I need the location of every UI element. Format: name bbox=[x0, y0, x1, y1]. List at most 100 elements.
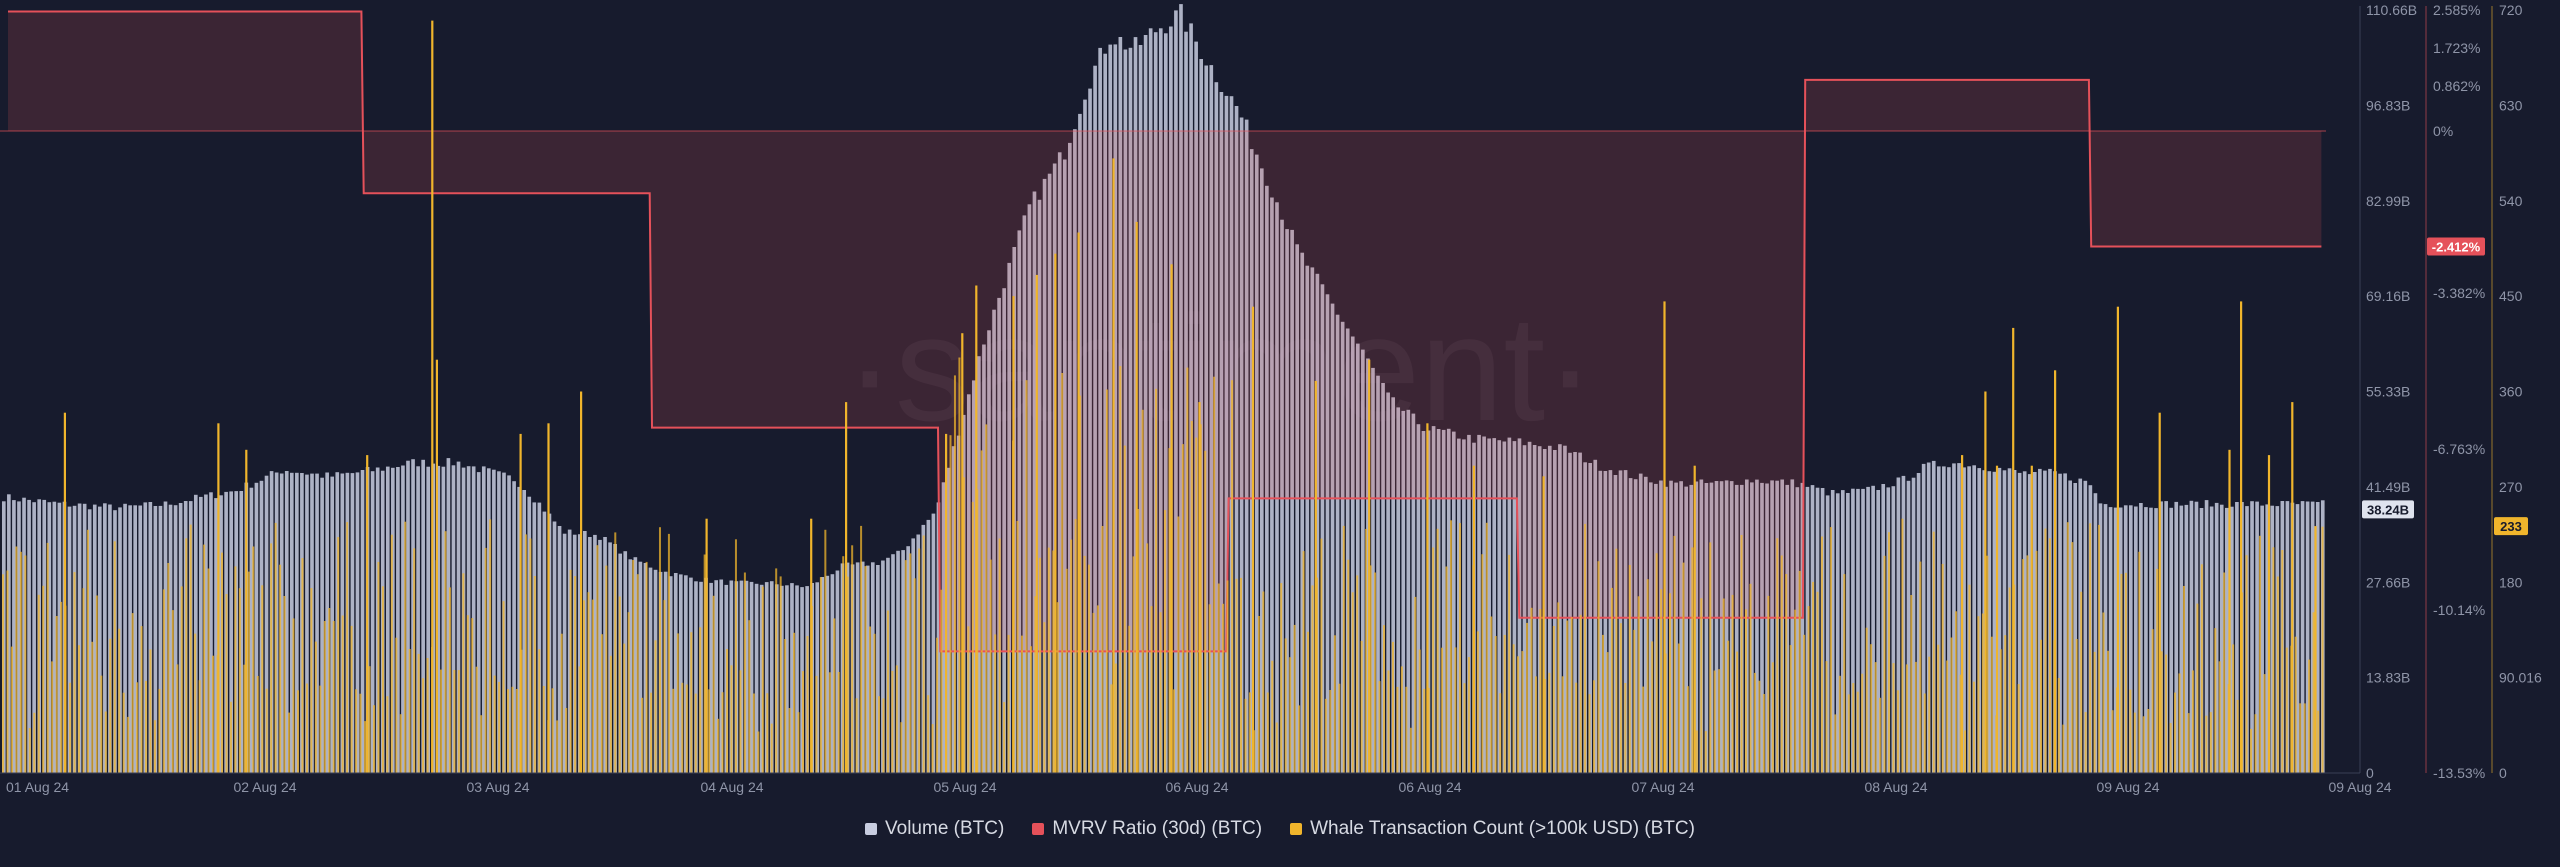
whale-spike bbox=[1368, 359, 1371, 773]
whale-tick-label: 540 bbox=[2499, 193, 2523, 209]
volume-tick-label: 41.49B bbox=[2366, 479, 2410, 495]
whale-spike bbox=[217, 423, 220, 773]
whale-bar bbox=[922, 535, 925, 773]
whale-bar bbox=[145, 680, 148, 773]
volume-bar bbox=[2255, 501, 2259, 773]
volume-bar bbox=[633, 557, 638, 773]
whale-bar bbox=[685, 684, 688, 773]
whale-bar bbox=[2200, 564, 2203, 773]
volume-bar bbox=[1851, 488, 1855, 773]
volume-bar bbox=[1553, 450, 1557, 773]
whale-bar bbox=[1628, 565, 1631, 773]
whale-bar bbox=[1870, 644, 1873, 773]
whale-bar bbox=[1432, 547, 1435, 773]
whale-bar bbox=[2299, 703, 2302, 773]
legend-item-whale[interactable]: Whale Transaction Count (>100k USD) (BTC… bbox=[1290, 818, 1695, 840]
volume-bar bbox=[1350, 336, 1355, 773]
whale-bar bbox=[1244, 698, 1247, 773]
volume-bar bbox=[1638, 473, 1643, 773]
volume-bar bbox=[668, 576, 673, 773]
whale-bar bbox=[1762, 694, 1765, 773]
volume-bar bbox=[1376, 375, 1380, 773]
whale-bar bbox=[2258, 535, 2261, 773]
whale-bar bbox=[296, 690, 299, 773]
volume-bar bbox=[2184, 504, 2189, 773]
whale-bar bbox=[1633, 629, 1636, 773]
volume-bar bbox=[1340, 321, 1345, 773]
whale-spike bbox=[1198, 402, 1201, 773]
whale-spike bbox=[580, 391, 583, 773]
volume-bar bbox=[1199, 59, 1204, 773]
whale-bar bbox=[1079, 395, 1082, 773]
volume-bar bbox=[82, 503, 87, 773]
volume-bar bbox=[2300, 501, 2305, 773]
whale-bar bbox=[1615, 548, 1618, 773]
whale-bar bbox=[10, 646, 13, 773]
whale-tick-label: 180 bbox=[2499, 574, 2523, 590]
whale-bar bbox=[1248, 692, 1251, 773]
volume-bar bbox=[92, 504, 97, 773]
whale-bar bbox=[569, 569, 572, 773]
whale-bar bbox=[1338, 683, 1341, 773]
volume-bar bbox=[1926, 462, 1931, 773]
volume-bar bbox=[1148, 28, 1153, 774]
whale-bar bbox=[337, 537, 340, 773]
whale-bar bbox=[426, 658, 429, 773]
whale-bar bbox=[1937, 644, 1940, 773]
volume-bar bbox=[264, 475, 269, 773]
whale-bar bbox=[1588, 694, 1591, 773]
volume-bar bbox=[1684, 486, 1689, 773]
volume-bar bbox=[1042, 178, 1047, 773]
whale-bar bbox=[279, 564, 282, 773]
volume-bar bbox=[1896, 477, 1901, 773]
volume-bar bbox=[906, 546, 910, 773]
whale-bar bbox=[953, 375, 956, 773]
whale-axis: 720 630 540 450 360 270 180 90.016 0 233 bbox=[2491, 2, 2542, 781]
volume-bar bbox=[487, 468, 491, 773]
whale-bar bbox=[1812, 581, 1815, 773]
whale-bar bbox=[261, 585, 264, 773]
whale-bar bbox=[882, 698, 885, 773]
whale-bar bbox=[1458, 523, 1461, 773]
whale-bar bbox=[650, 692, 653, 773]
whale-spike bbox=[1426, 423, 1429, 773]
legend-item-mvrv[interactable]: MVRV Ratio (30d) (BTC) bbox=[1032, 818, 1262, 840]
whale-bar bbox=[918, 548, 921, 773]
whale-bar bbox=[511, 686, 514, 773]
whale-bar bbox=[136, 682, 139, 773]
volume-bar bbox=[1891, 486, 1896, 773]
volume-bar bbox=[1952, 463, 1956, 773]
whale-bar bbox=[1396, 686, 1399, 773]
whale-bar bbox=[417, 653, 420, 773]
volume-bar bbox=[2063, 473, 2067, 773]
whale-bar bbox=[153, 720, 156, 773]
whale-bar bbox=[645, 561, 648, 773]
whale-bar bbox=[1637, 596, 1640, 773]
volume-bar bbox=[1608, 470, 1613, 773]
volume-bar bbox=[987, 330, 991, 773]
whale-bar bbox=[1141, 409, 1144, 773]
whale-bar bbox=[2004, 635, 2007, 773]
whale-tick-label: 720 bbox=[2499, 2, 2523, 18]
whale-bar bbox=[2312, 612, 2315, 773]
whale-bar bbox=[632, 560, 635, 773]
volume-bar bbox=[2038, 468, 2042, 773]
whale-bar bbox=[2129, 689, 2132, 773]
volume-bar bbox=[537, 502, 542, 773]
volume-bar bbox=[542, 511, 547, 773]
whale-bar bbox=[140, 626, 143, 773]
volume-bar bbox=[436, 465, 441, 773]
volume-bar bbox=[1174, 10, 1178, 773]
x-tick-label: 03 Aug 24 bbox=[466, 779, 529, 795]
volume-bar bbox=[492, 469, 496, 773]
whale-bar bbox=[350, 625, 353, 773]
volume-bar bbox=[360, 470, 365, 773]
mvrv-tick-label: -6.763% bbox=[2433, 441, 2485, 457]
whale-bar bbox=[1065, 568, 1068, 773]
whale-bar bbox=[806, 636, 809, 773]
whale-bar bbox=[480, 715, 483, 773]
whale-bar bbox=[1932, 531, 1935, 773]
legend-item-volume[interactable]: Volume (BTC) bbox=[865, 818, 1004, 840]
whale-bar bbox=[1919, 561, 1922, 773]
volume-bar bbox=[481, 466, 486, 773]
